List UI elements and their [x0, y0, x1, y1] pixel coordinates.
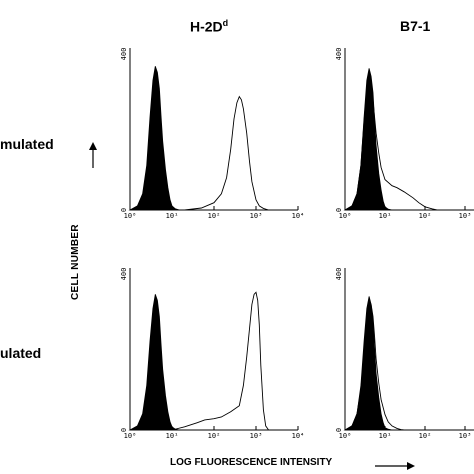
x-tick-label: 10²: [419, 432, 432, 440]
x-tick-label: 10⁰: [339, 432, 352, 440]
x-tick-label: 10¹: [379, 432, 392, 440]
histogram-outline-2: [344, 76, 438, 211]
row-label-bottom: ulated: [0, 345, 42, 361]
y-tick-label: 400: [120, 48, 128, 61]
histogram-filled-3: [128, 294, 180, 431]
x-tick-label: 10³: [250, 432, 263, 440]
y-tick-label: 0: [335, 208, 343, 212]
y-tick-label: 400: [335, 48, 343, 61]
x-tick-label: 10⁴: [292, 212, 305, 220]
x-arrow-head: [407, 462, 415, 470]
x-tick-label: 10³: [250, 212, 263, 220]
histogram-filled-4: [343, 296, 393, 431]
histogram-outline-3: [171, 291, 269, 431]
row-label-top: mulated: [0, 136, 54, 152]
x-tick-label: 10²: [419, 212, 432, 220]
x-tick-label: 10⁰: [339, 212, 352, 220]
x-tick-label: 10³: [459, 432, 472, 440]
x-tick-label: 10¹: [379, 212, 392, 220]
histogram-outline-4: [344, 298, 405, 431]
x-tick-label: 10⁰: [124, 432, 137, 440]
histogram-outline-1: [184, 95, 269, 211]
y-tick-label: 0: [120, 208, 128, 212]
column-title-b71: B7-1: [400, 18, 430, 34]
histogram-filled-1: [128, 66, 180, 211]
y-tick-label: 0: [335, 428, 343, 432]
column-title-h2dd: H-2Dd: [190, 18, 228, 35]
y-tick-label: 0: [120, 428, 128, 432]
y-arrow-head: [89, 142, 97, 150]
column-title-sup: d: [222, 18, 229, 28]
histogram-filled-2: [343, 68, 393, 211]
x-axis-label: LOG FLUORESCENCE INTENSITY: [170, 457, 333, 468]
x-tick-label: 10⁰: [124, 212, 137, 220]
column-title-base: H-2D: [190, 18, 223, 35]
column-title-base: B7-1: [400, 18, 431, 34]
x-tick-label: 10³: [459, 212, 472, 220]
x-tick-label: 10¹: [166, 432, 179, 440]
y-tick-label: 400: [335, 268, 343, 281]
x-tick-label: 10²: [208, 212, 221, 220]
y-tick-label: 400: [120, 268, 128, 281]
x-tick-label: 10²: [208, 432, 221, 440]
x-tick-label: 10⁴: [292, 432, 305, 440]
x-tick-label: 10¹: [166, 212, 179, 220]
